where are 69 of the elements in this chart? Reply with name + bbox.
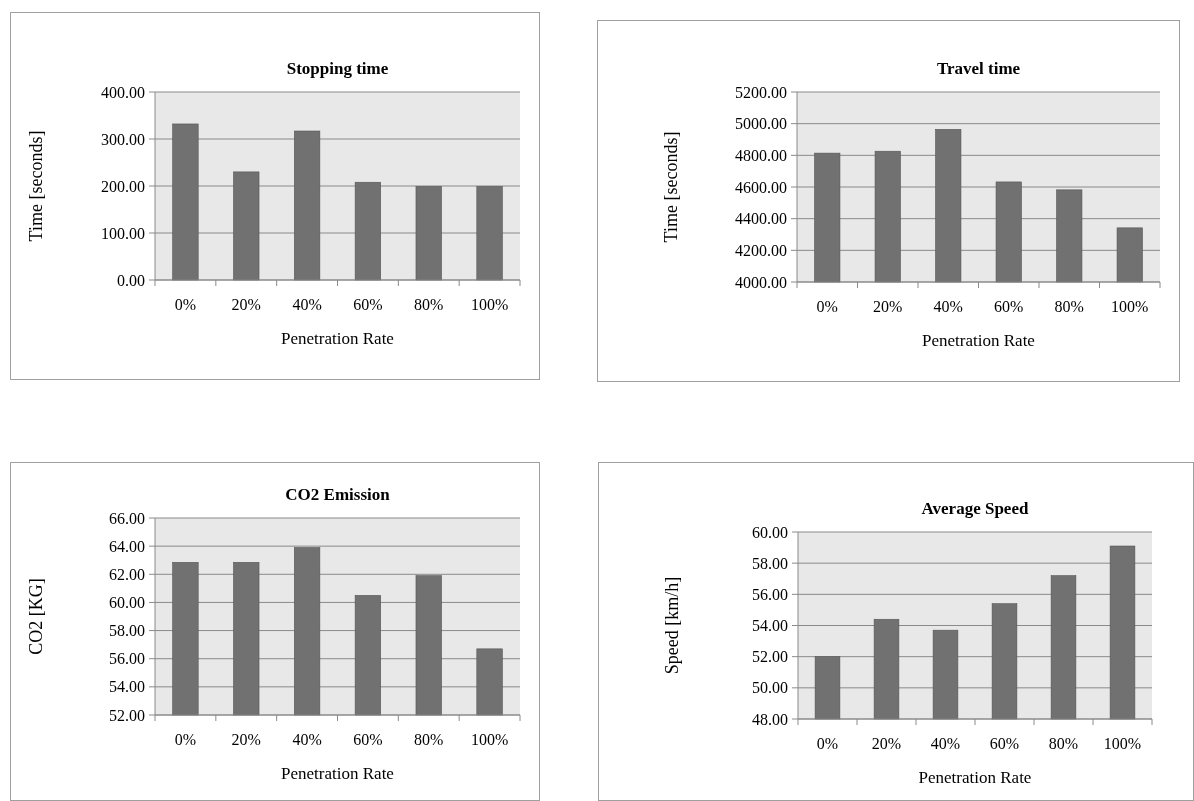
- x-tick-label: 100%: [1103, 735, 1142, 752]
- y-tick-label: 52.00: [752, 648, 788, 666]
- x-tick-label: 0%: [174, 731, 197, 748]
- x-tick-label: 60%: [989, 735, 1020, 752]
- x-tick-label: 60%: [353, 731, 383, 748]
- x-tick-label: 0%: [816, 735, 839, 752]
- x-tick-label: 100%: [470, 296, 509, 313]
- x-tick-label: 40%: [292, 731, 322, 748]
- x-axis-title: Penetration Rate: [281, 764, 394, 783]
- y-tick-label: 300.00: [101, 130, 145, 148]
- y-tick-label: 400.00: [101, 83, 145, 101]
- y-tick-label: 4200.00: [735, 241, 787, 259]
- x-axis-title: Penetration Rate: [281, 329, 394, 348]
- y-tick-label: 60.00: [752, 523, 788, 541]
- y-tick-label: 66.00: [109, 509, 145, 527]
- y-tick-label: 50.00: [752, 679, 788, 697]
- x-tick-label: 60%: [353, 296, 383, 313]
- y-tick-label: 54.00: [752, 617, 788, 635]
- y-axis-title: Time [seconds]: [26, 130, 46, 242]
- x-tick-label: 20%: [873, 298, 903, 315]
- y-tick-label: 0.00: [117, 271, 145, 289]
- x-tick-label: 80%: [414, 731, 444, 748]
- y-tick-label: 58.00: [109, 622, 145, 640]
- y-axis-title: Speed [km/h]: [662, 576, 682, 675]
- y-tick-label: 4000.00: [735, 273, 787, 291]
- y-axis-title: Time [seconds]: [661, 131, 681, 243]
- x-tick-label: 80%: [414, 296, 444, 313]
- x-tick-label: 20%: [231, 731, 261, 748]
- y-tick-label: 56.00: [752, 585, 788, 603]
- y-tick-label: 5000.00: [735, 115, 787, 133]
- y-tick-label: 56.00: [109, 650, 145, 668]
- y-tick-label: 60.00: [109, 594, 145, 612]
- y-axis-title: CO2 [KG]: [26, 578, 46, 655]
- x-tick-label: 80%: [1048, 735, 1079, 752]
- x-tick-label: 0%: [816, 298, 838, 315]
- chart-title: Average Speed: [921, 499, 1029, 518]
- x-tick-label: 80%: [1054, 298, 1084, 315]
- y-tick-label: 64.00: [109, 537, 145, 555]
- chart-title: Stopping time: [286, 59, 389, 78]
- bar: [233, 171, 260, 281]
- x-tick-label: 20%: [231, 296, 261, 313]
- x-tick-label: 0%: [174, 296, 197, 313]
- x-tick-label: 40%: [930, 735, 961, 752]
- y-tick-label: 4600.00: [735, 178, 787, 196]
- x-tick-label: 40%: [292, 296, 322, 313]
- x-tick-label: 100%: [470, 731, 509, 748]
- bar: [294, 130, 321, 281]
- bar: [172, 123, 199, 281]
- y-tick-label: 4400.00: [735, 210, 787, 228]
- x-axis-title: Penetration Rate: [918, 768, 1032, 787]
- x-axis-title: Penetration Rate: [922, 331, 1035, 350]
- x-tick-label: 100%: [1111, 298, 1149, 315]
- y-tick-label: 52.00: [109, 706, 145, 724]
- bar: [415, 186, 442, 281]
- y-tick-label: 200.00: [101, 177, 145, 195]
- x-tick-label: 20%: [871, 735, 902, 752]
- y-tick-label: 54.00: [109, 678, 145, 696]
- x-tick-label: 60%: [994, 298, 1024, 315]
- chart-title: Travel time: [936, 59, 1021, 78]
- y-tick-label: 5200.00: [735, 83, 787, 101]
- y-tick-label: 100.00: [101, 224, 145, 242]
- y-tick-label: 58.00: [752, 554, 788, 572]
- x-tick-label: 40%: [933, 298, 963, 315]
- chart-title: CO2 Emission: [285, 485, 391, 504]
- y-tick-label: 4800.00: [735, 146, 787, 164]
- bar: [354, 181, 381, 281]
- y-tick-label: 62.00: [109, 565, 145, 583]
- bar: [476, 186, 503, 281]
- y-tick-label: 48.00: [752, 710, 788, 728]
